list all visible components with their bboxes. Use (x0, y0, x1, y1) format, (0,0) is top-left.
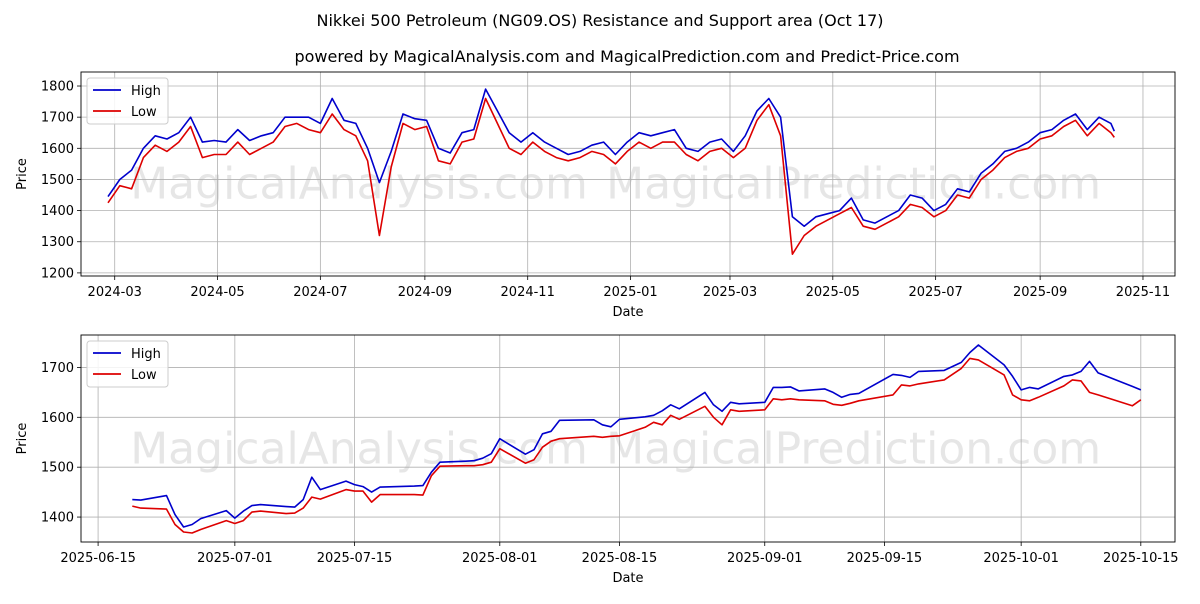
series-line-high (107, 88, 1116, 227)
y-tick-label: 1500 (41, 461, 74, 476)
plot-frame (80, 334, 1176, 543)
x-tick-label: 2024-07 (293, 285, 347, 300)
x-tick-label: 2025-10-15 (1103, 551, 1179, 566)
figure-title: Nikkei 500 Petroleum (NG09.OS) Resistanc… (316, 11, 883, 30)
x-tick-label: 2024-09 (398, 285, 452, 300)
legend-label-low: Low (131, 368, 157, 383)
full-history-chart: MagicalAnalysis.com MagicalPrediction.com… (15, 71, 1176, 320)
figure-subtitle: powered by MagicalAnalysis.com and Magic… (294, 47, 959, 66)
y-axis-label: Price (15, 423, 30, 455)
x-tick-label: 2025-07-15 (317, 551, 393, 566)
y-tick-label: 1700 (41, 111, 74, 126)
x-tick-label: 2024-05 (190, 285, 244, 300)
y-tick-label: 1400 (41, 511, 74, 526)
y-axis-label: Price (15, 158, 30, 190)
watermark-text: MagicalPrediction.com (606, 423, 1101, 474)
x-tick-label: 2025-06-15 (60, 551, 136, 566)
legend-label-high: High (131, 84, 161, 99)
y-tick-label: 1800 (41, 80, 74, 95)
x-tick-label: 2025-07 (908, 285, 962, 300)
x-tick-label: 2025-09 (1013, 285, 1067, 300)
legend-label-low: Low (131, 105, 157, 120)
y-tick-label: 1500 (41, 173, 74, 188)
x-tick-label: 2025-09-15 (847, 551, 923, 566)
plot-frame (80, 71, 1176, 277)
watermark-text: MagicalAnalysis.com (130, 423, 588, 474)
y-tick-label: 1200 (41, 266, 74, 281)
recent-zoom-chart: MagicalAnalysis.com MagicalPrediction.com… (15, 334, 1179, 586)
x-tick-label: 2025-07-01 (197, 551, 273, 566)
x-tick-label: 2025-03 (703, 285, 757, 300)
y-tick-label: 1700 (41, 361, 74, 376)
x-tick-label: 2025-01 (603, 285, 657, 300)
watermark-text: MagicalAnalysis.com (130, 158, 588, 209)
y-tick-label: 1600 (41, 411, 74, 426)
x-axis-label: Date (612, 571, 643, 586)
x-tick-label: 2025-08-01 (462, 551, 538, 566)
x-tick-label: 2025-08-15 (582, 551, 658, 566)
x-axis-label: Date (612, 305, 643, 320)
x-tick-label: 2024-11 (501, 285, 555, 300)
legend-label-high: High (131, 347, 161, 362)
series-line-low (107, 97, 1115, 255)
series-line-low (132, 357, 1142, 534)
x-tick-label: 2024-03 (88, 285, 142, 300)
y-tick-label: 1400 (41, 204, 74, 219)
y-tick-label: 1600 (41, 142, 74, 157)
y-tick-label: 1300 (41, 235, 74, 250)
x-tick-label: 2025-10-01 (983, 551, 1059, 566)
x-tick-label: 2025-09-01 (727, 551, 803, 566)
x-tick-label: 2025-11 (1116, 285, 1170, 300)
series-line-high (132, 344, 1142, 528)
x-tick-label: 2025-05 (806, 285, 860, 300)
